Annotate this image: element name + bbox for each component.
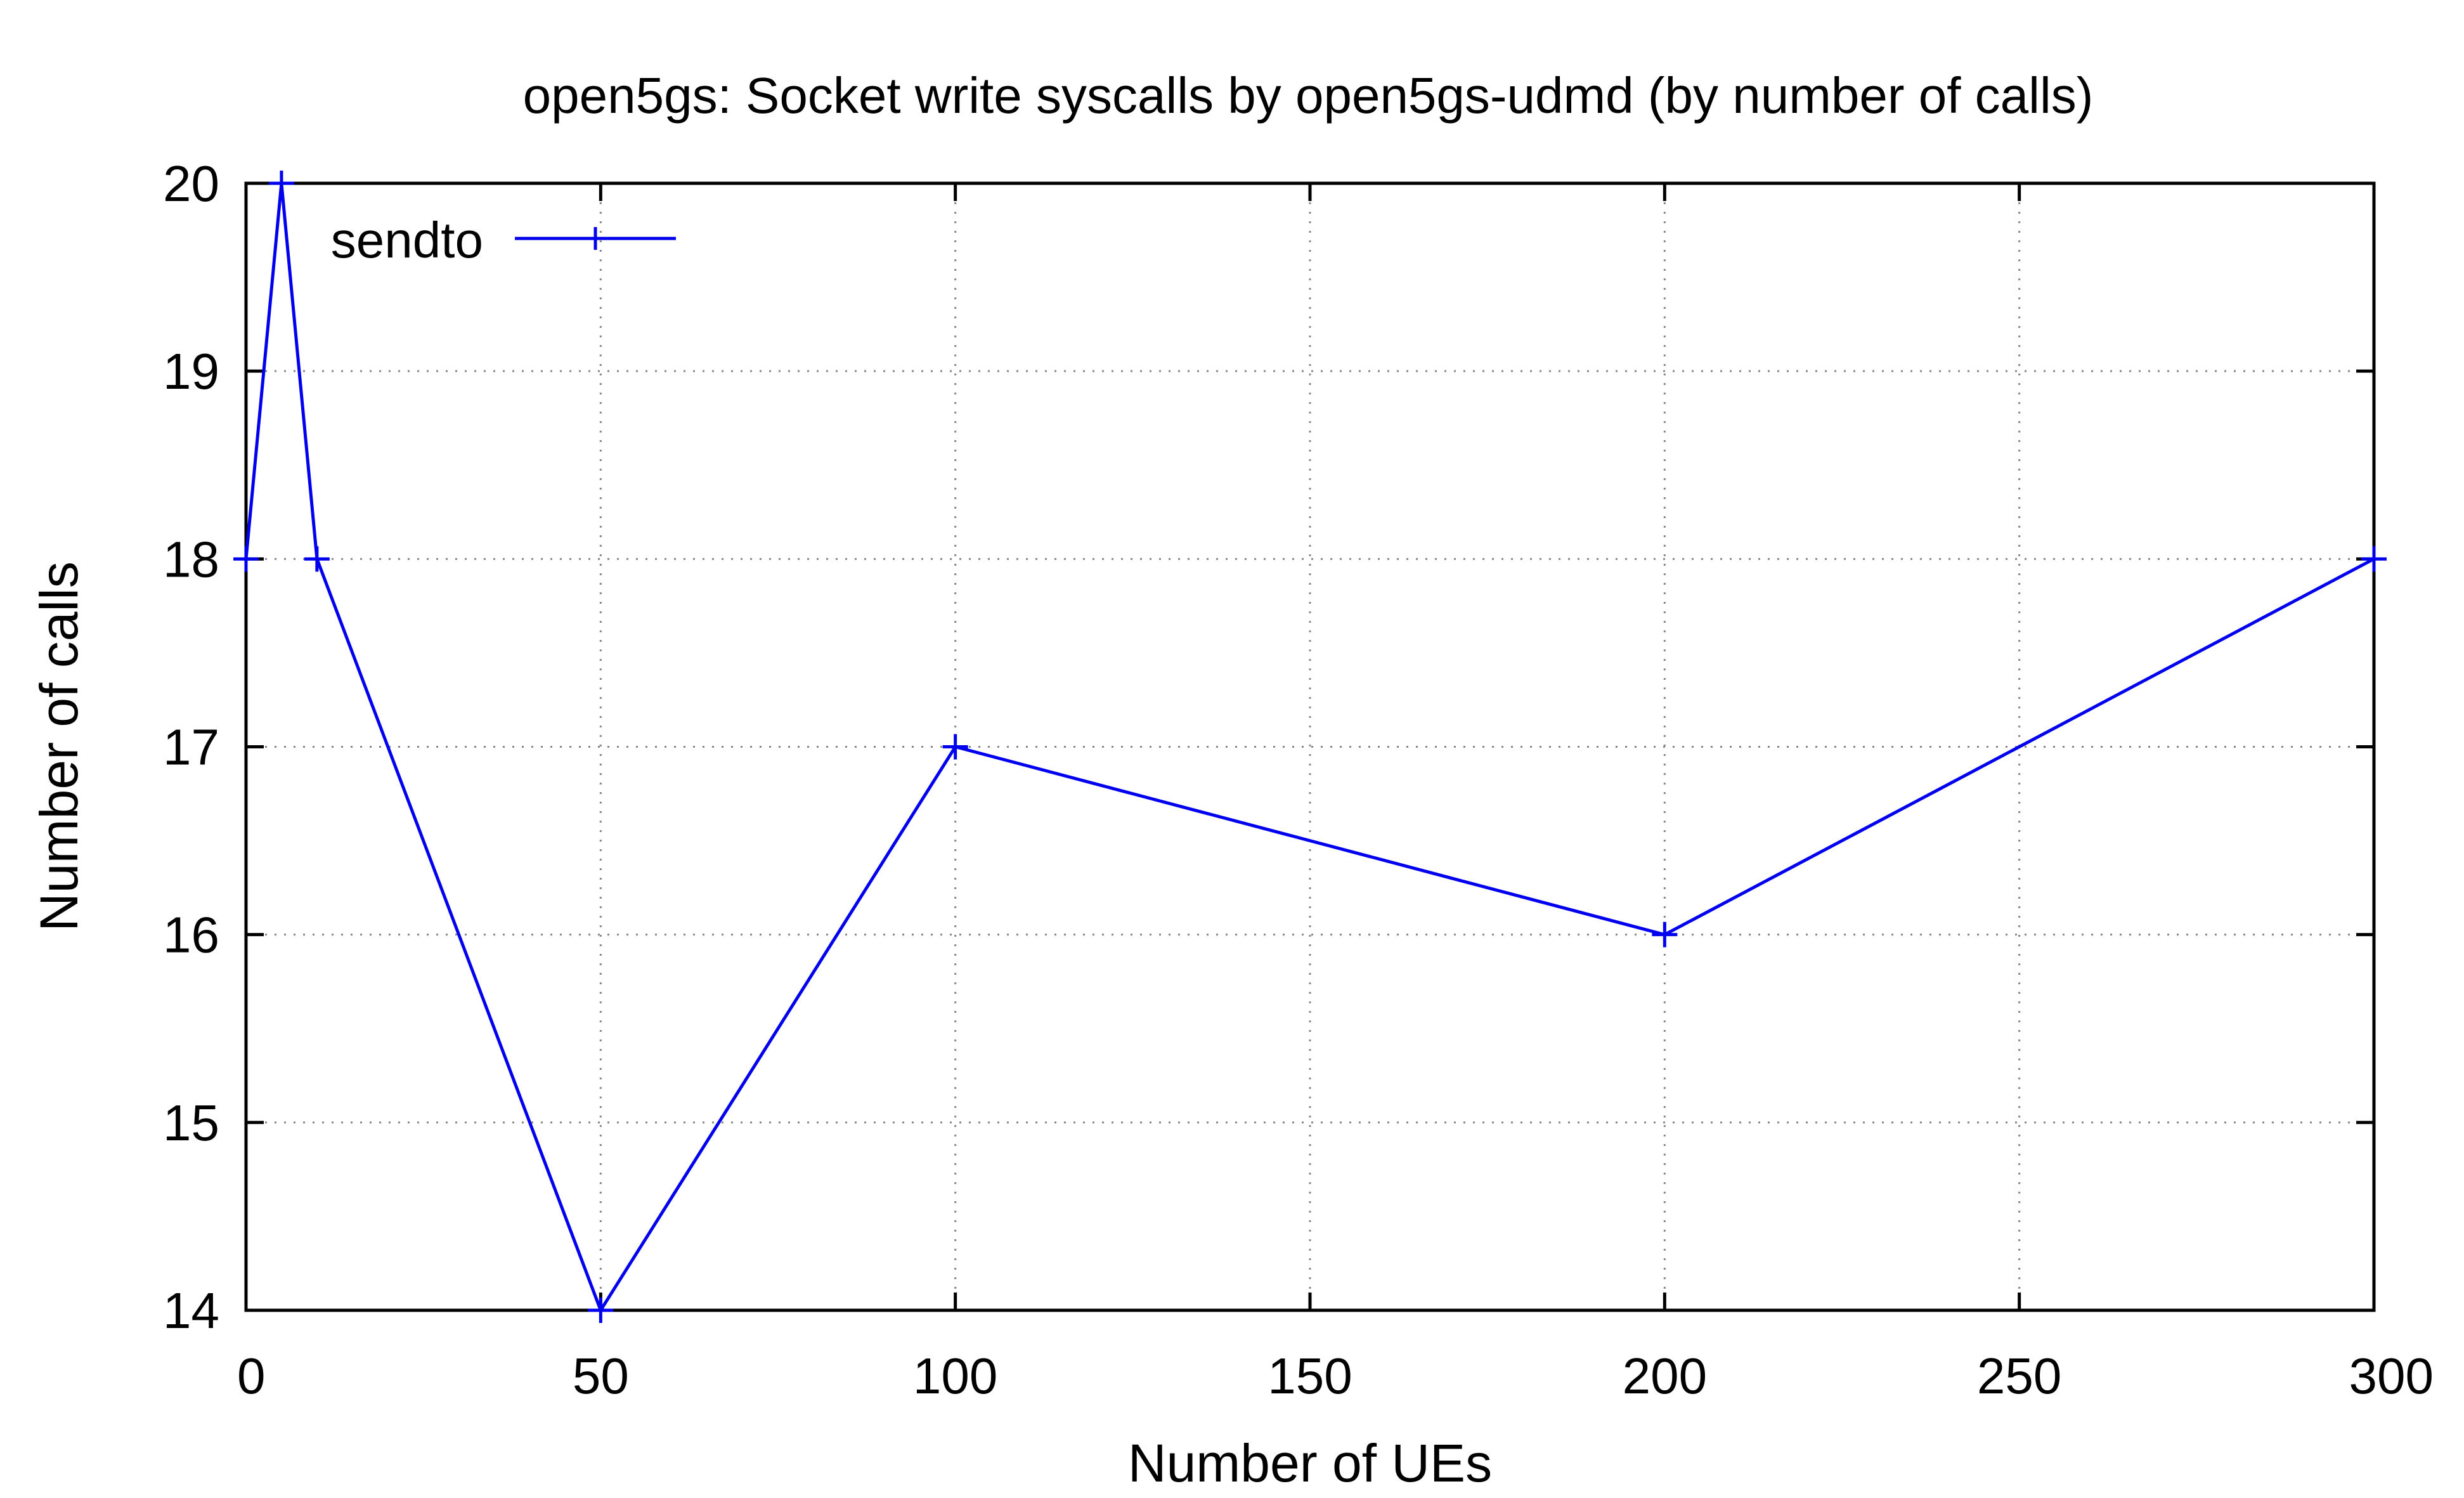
y-tick-label: 19 xyxy=(163,343,219,400)
data-point-marker xyxy=(2361,546,2387,572)
legend-label-sendto: sendto xyxy=(331,212,483,268)
data-point-marker xyxy=(233,546,259,572)
x-tick-label: 150 xyxy=(1268,1348,1352,1404)
x-tick-label: 300 xyxy=(2349,1348,2434,1404)
data-point-marker xyxy=(304,546,330,572)
x-axis-tick-labels: 0 50 100 150 200 250 300 xyxy=(237,1348,2434,1404)
x-tick-label: 100 xyxy=(913,1348,997,1404)
y-tick-label: 14 xyxy=(163,1282,219,1339)
plot-area-border xyxy=(244,181,2376,1312)
chart-title: open5gs: Socket write syscalls by open5g… xyxy=(523,67,2094,124)
series-sendto xyxy=(233,171,2387,1323)
data-point-marker xyxy=(1652,922,1678,948)
x-tick-label: 0 xyxy=(237,1348,266,1404)
y-axis-tick-labels: 14 15 16 17 18 19 20 xyxy=(163,155,219,1339)
y-tick-label: 16 xyxy=(163,907,219,963)
x-tick-label: 200 xyxy=(1623,1348,1707,1404)
y-tick-label: 15 xyxy=(163,1095,219,1151)
x-tick-label: 50 xyxy=(573,1348,629,1404)
y-tick-label: 18 xyxy=(163,531,219,587)
data-point-marker xyxy=(268,171,294,196)
legend: sendto xyxy=(331,212,676,268)
legend-marker-sendto xyxy=(584,227,607,250)
data-point-marker xyxy=(942,734,968,760)
y-tick-label: 20 xyxy=(163,155,219,212)
x-axis-label: Number of UEs xyxy=(1128,1433,1492,1493)
data-point-marker xyxy=(588,1298,614,1323)
x-tick-label: 250 xyxy=(1977,1348,2061,1404)
y-axis-label: Number of calls xyxy=(29,561,89,932)
y-tick-label: 17 xyxy=(163,719,219,776)
